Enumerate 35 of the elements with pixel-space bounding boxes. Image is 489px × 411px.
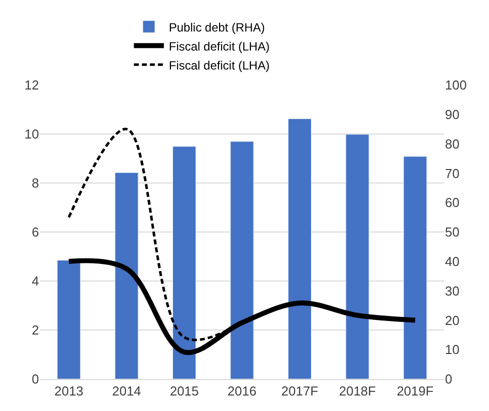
y2-tick-label: 0	[445, 372, 452, 387]
bar	[288, 118, 312, 379]
x-tick-label: 2017F	[281, 384, 318, 399]
bar	[230, 141, 254, 379]
bar	[403, 156, 427, 379]
y2-tick-label: 60	[445, 195, 460, 210]
bar	[346, 134, 370, 379]
y2-tick-label: 50	[445, 224, 460, 240]
y2-tick-label: 70	[445, 166, 460, 181]
legend-label: Fiscal deficit (LHA)	[168, 58, 270, 72]
x-tick-label: 2019F	[396, 384, 434, 399]
x-tick-label: 2013	[54, 384, 84, 399]
x-tick-label: 2014	[112, 384, 142, 399]
x-tick-label: 2018F	[338, 384, 376, 399]
x-tick-label: 2016	[228, 384, 256, 399]
y2-tick-label: 10	[445, 342, 460, 358]
y-tick-label: 4	[32, 274, 39, 289]
y2-tick-label: 80	[445, 136, 460, 152]
y2-tick-label: 40	[445, 254, 460, 269]
legend-label: Fiscal deficit (LHA)	[168, 39, 270, 54]
y-tick-label: 12	[24, 78, 39, 93]
bar	[172, 146, 196, 379]
legend-label: Public debt (RHA)	[168, 20, 265, 34]
bar	[57, 260, 81, 379]
y-tick-label: 2	[32, 322, 39, 338]
bar	[114, 172, 138, 379]
y-tick-label: 8	[32, 176, 39, 191]
x-tick-label: 2015	[170, 384, 199, 399]
y2-tick-label: 100	[445, 78, 467, 93]
y2-tick-label: 90	[445, 106, 460, 122]
y-tick-label: 10	[24, 126, 39, 142]
y-tick-label: 0	[32, 372, 39, 387]
y-tick-label: 6	[32, 224, 39, 240]
y2-tick-label: 20	[445, 312, 460, 328]
y2-tick-label: 30	[445, 283, 460, 298]
